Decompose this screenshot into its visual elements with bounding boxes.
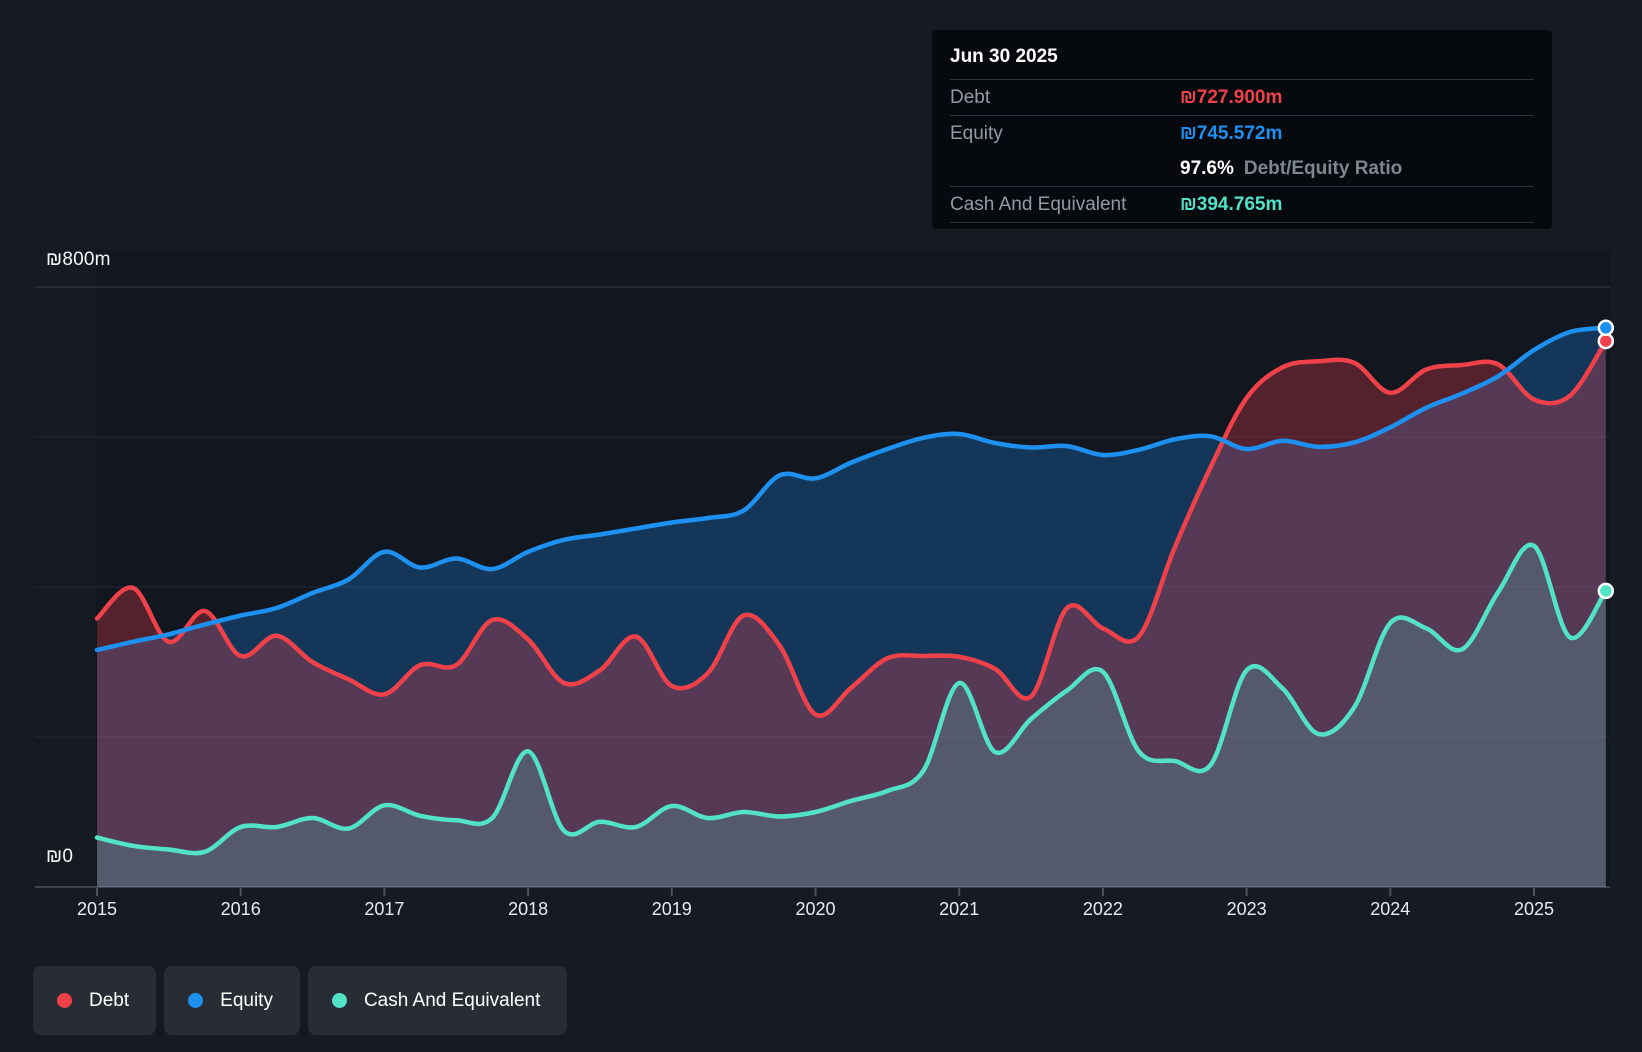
plot-area <box>96 250 1610 887</box>
cash-and-equivalent-end-marker <box>1597 582 1615 600</box>
tooltip-ratio-label: Debt/Equity Ratio <box>1243 157 1403 179</box>
cash-and-equivalent-line <box>94 542 1609 856</box>
tooltip-section-equity: Equity ₪745.572m 97.6% Debt/Equity Ratio <box>950 115 1534 186</box>
debt-line <box>94 338 1609 718</box>
legend-item-debt[interactable]: Debt <box>33 966 157 1035</box>
tooltip-row-debt: Debt ₪727.900m <box>950 79 1534 115</box>
tooltip-equity-value: ₪745.572m <box>1180 122 1283 144</box>
equity-color-dot <box>188 993 204 1008</box>
legend-item-cash[interactable]: Cash And Equivalent <box>307 966 568 1035</box>
legend-item-equity[interactable]: Equity <box>164 966 300 1035</box>
tooltip-row-cash: Cash And Equivalent ₪394.765m <box>950 186 1534 223</box>
tooltip-ratio-value: 97.6% <box>1180 157 1234 179</box>
y-axis-label-0: ₪0 <box>46 846 74 867</box>
tooltip-date: Jun 30 2025 <box>950 46 1058 67</box>
chart-tooltip: Jun 30 2025 Debt ₪727.900m Equity ₪745.5… <box>932 30 1552 229</box>
debt-color-dot <box>57 993 72 1008</box>
tooltip-debt-value: ₪727.900m <box>1180 86 1283 108</box>
tooltip-cash-value: ₪394.765m <box>1180 193 1283 215</box>
chart-legend: Debt Equity Cash And Equivalent <box>33 966 568 1035</box>
cash-color-dot <box>331 993 347 1008</box>
equity-area <box>97 327 1606 887</box>
tooltip-cash-label: Cash And Equivalent <box>950 193 1127 215</box>
equity-end-marker <box>1597 319 1615 337</box>
debt-area <box>97 341 1606 888</box>
tooltip-ratio: 97.6% Debt/Equity Ratio <box>1180 158 1402 180</box>
equity-line <box>94 325 1609 653</box>
y-axis-label-800m: ₪800m <box>46 249 111 270</box>
tooltip-row-equity: Equity ₪745.572m <box>950 116 1534 151</box>
legend-label-debt: Debt <box>89 989 130 1011</box>
tooltip-debt-label: Debt <box>950 86 991 108</box>
legend-label-cash: Cash And Equivalent <box>363 989 541 1011</box>
cash-and-equivalent-area <box>97 544 1606 887</box>
debt-end-marker <box>1597 332 1615 350</box>
legend-label-equity: Equity <box>220 989 273 1011</box>
tooltip-row-debt-equity-ratio: 97.6% Debt/Equity Ratio <box>950 151 1534 186</box>
tooltip-equity-label: Equity <box>950 122 1003 144</box>
